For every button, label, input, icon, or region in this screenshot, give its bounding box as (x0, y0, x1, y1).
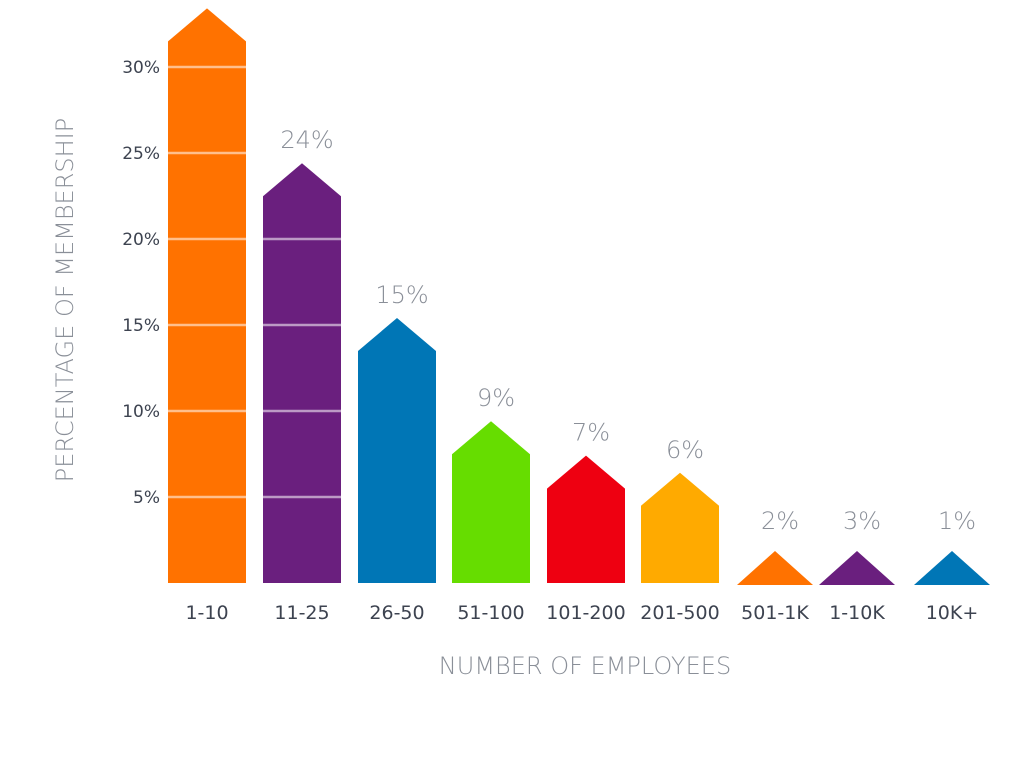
y-axis-title: PERCENTAGE OF MEMBERSHIP (51, 118, 79, 482)
x-tick-label: 101-200 (546, 602, 625, 624)
data-label: 15% (375, 281, 428, 309)
data-label: 2% (761, 507, 799, 535)
data-label: 7% (572, 419, 610, 447)
gridlines-group (163, 65, 343, 499)
y-tick-label: 5% (133, 488, 160, 508)
data-label: 3% (843, 507, 881, 535)
bars-group (168, 8, 990, 585)
bar-1-10k (819, 551, 895, 585)
x-tick-label: 201-500 (640, 602, 719, 624)
x-tick-label: 1-10 (185, 602, 228, 624)
data-label: 6% (666, 436, 704, 464)
x-tick-label: 1-10K (829, 602, 885, 624)
x-axis-title: NUMBER OF EMPLOYEES (439, 652, 731, 680)
bar-101-200 (547, 455, 625, 583)
data-label: 9% (477, 384, 515, 412)
bar-51-100 (452, 421, 530, 583)
x-tick-label: 10K+ (926, 602, 979, 624)
y-tick-label: 25% (122, 144, 160, 164)
data-label: 24% (280, 126, 333, 154)
bar-201-500 (641, 472, 719, 583)
y-tick-label: 30% (122, 58, 160, 78)
x-tick-label: 51-100 (457, 602, 524, 624)
x-tick-labels: 1-10 11-25 26-50 51-100 101-200 201-500 501-1K… (185, 602, 978, 624)
y-tick-label: 15% (122, 316, 160, 336)
bar-10k- (914, 551, 990, 585)
data-labels: 33%24%15%9%7%6%2%3%1% (280, 126, 976, 535)
y-tick-label: 20% (122, 230, 160, 250)
bar-11-25 (263, 163, 341, 583)
x-tick-label: 26-50 (369, 602, 424, 624)
x-tick-label: 501-1K (741, 602, 809, 624)
x-tick-label: 11-25 (274, 602, 329, 624)
y-tick-labels: 5%10%15%20%25%30%35% (122, 58, 160, 508)
bar-501-1k (737, 551, 813, 585)
data-label: 1% (938, 507, 976, 535)
y-tick-label: 10% (122, 402, 160, 422)
bar-26-50 (358, 318, 436, 583)
